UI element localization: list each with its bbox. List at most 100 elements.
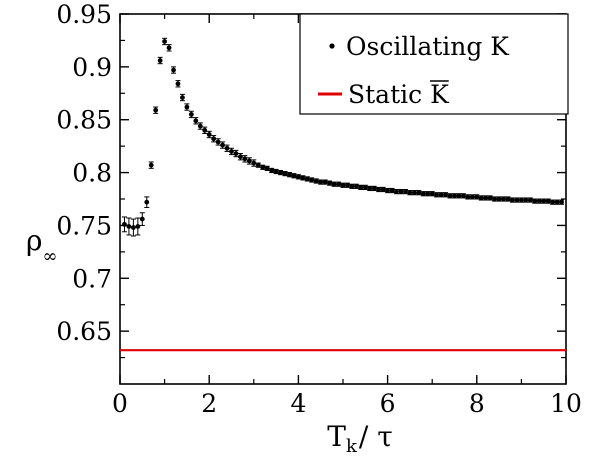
- data-point: [144, 196, 150, 208]
- data-point: [126, 217, 132, 236]
- point-marker: [264, 165, 270, 171]
- point-marker: [211, 136, 217, 142]
- y-axis-title-sub: ∞: [42, 246, 57, 267]
- point-marker: [242, 156, 248, 162]
- y-axis-title: ρ∞: [26, 224, 57, 267]
- y-axis-title-main: ρ: [26, 224, 42, 257]
- legend: Oscillating K Static K: [299, 13, 569, 115]
- y-axis: 0.65 0.7 0.75 0.8 0.85 0.9 0.95: [56, 0, 566, 359]
- data-point: [215, 138, 221, 146]
- data-point: [251, 159, 257, 167]
- point-marker: [527, 197, 533, 203]
- data-point: [367, 185, 373, 192]
- data-point: [518, 197, 524, 203]
- data-point: [474, 194, 480, 200]
- data-point: [166, 44, 172, 52]
- data-point: [202, 126, 208, 134]
- point-marker: [452, 193, 457, 199]
- point-marker: [496, 196, 502, 202]
- data-point: [492, 196, 498, 202]
- point-marker: [385, 188, 390, 193]
- data-point: [139, 212, 145, 226]
- data-point: [434, 192, 440, 198]
- data-point: [162, 37, 168, 46]
- point-marker: [153, 107, 159, 113]
- y-tick-label: 0.8: [72, 159, 112, 188]
- point-marker: [443, 192, 448, 198]
- point-marker: [425, 191, 431, 197]
- point-marker: [304, 176, 310, 182]
- data-point: [527, 197, 533, 203]
- x-axis-title-rest: / τ: [359, 420, 393, 453]
- y-tick-label: 0.85: [56, 106, 112, 135]
- point-marker: [193, 118, 199, 124]
- data-point: [220, 141, 226, 149]
- data-point: [340, 182, 346, 188]
- point-marker: [336, 181, 341, 187]
- point-marker: [469, 194, 475, 200]
- point-marker: [166, 45, 172, 51]
- data-point: [487, 195, 493, 201]
- data-point: [496, 196, 502, 202]
- x-tick-label: 6: [380, 389, 396, 418]
- x-tick-label: 10: [550, 389, 582, 418]
- point-marker: [394, 189, 399, 195]
- point-marker: [313, 178, 319, 184]
- point-marker: [514, 197, 520, 203]
- point-marker: [474, 194, 480, 200]
- data-point: [197, 122, 203, 130]
- data-point: [295, 174, 301, 180]
- data-point: [389, 187, 395, 194]
- data-point: [121, 216, 127, 233]
- data-point: [188, 110, 194, 119]
- point-marker: [197, 123, 203, 129]
- data-point: [193, 117, 199, 125]
- y-tick-label: 0.65: [56, 317, 112, 346]
- point-marker: [380, 187, 386, 192]
- point-marker: [461, 193, 466, 199]
- point-marker: [345, 182, 350, 188]
- point-marker: [483, 195, 489, 201]
- point-marker: [278, 170, 283, 175]
- legend-label-oscillating: Oscillating K: [346, 32, 510, 61]
- point-marker: [175, 81, 181, 87]
- point-marker: [157, 58, 163, 63]
- data-point: [425, 191, 431, 197]
- data-point: [331, 181, 337, 187]
- point-marker: [255, 162, 261, 168]
- point-marker: [367, 186, 373, 191]
- point-marker: [260, 164, 266, 170]
- data-point: [362, 184, 368, 190]
- point-marker: [309, 177, 315, 183]
- point-marker: [233, 151, 239, 156]
- point-marker: [269, 168, 275, 173]
- point-marker: [411, 190, 417, 196]
- data-point: [353, 183, 359, 189]
- legend-box: [299, 13, 569, 115]
- data-point: [478, 195, 484, 201]
- point-marker: [362, 184, 368, 190]
- point-marker: [554, 199, 560, 205]
- data-point: [260, 164, 266, 170]
- point-marker: [202, 127, 208, 133]
- point-marker: [536, 198, 542, 204]
- data-point: [224, 144, 230, 152]
- data-point: [536, 198, 542, 204]
- data-point: [411, 190, 417, 196]
- point-marker: [148, 162, 154, 168]
- point-marker: [188, 112, 194, 117]
- data-point: [349, 183, 355, 189]
- point-marker: [376, 187, 382, 192]
- x-tick-label: 2: [201, 389, 217, 418]
- data-point: [438, 192, 444, 198]
- point-marker: [224, 145, 230, 151]
- data-point: [501, 196, 507, 202]
- data-point: [175, 80, 181, 88]
- x-tick-label: 4: [290, 389, 306, 418]
- x-axis-title-sub: k: [346, 436, 358, 457]
- data-point: [184, 103, 190, 111]
- point-marker: [403, 189, 408, 195]
- point-marker: [523, 197, 529, 203]
- y-tick-label: 0.75: [56, 211, 112, 240]
